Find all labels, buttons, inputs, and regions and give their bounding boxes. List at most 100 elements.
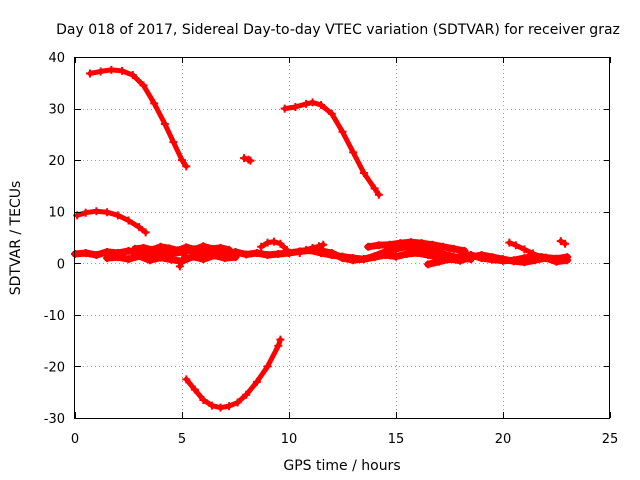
data-point [509,257,518,266]
series-line [74,208,149,235]
data-point [145,256,154,265]
data-point [317,100,326,109]
data-point [107,65,116,74]
x-tick-label: 25 [602,432,619,447]
x-axis-title: GPS time / hours [283,458,400,474]
data-point [460,246,469,255]
data-point [216,403,225,412]
data-point [402,250,411,259]
data-point [291,103,300,112]
series-bump-11h [295,240,328,257]
data-point [561,239,570,248]
data-point [276,239,285,248]
data-point [92,251,101,260]
data-point [252,248,261,257]
data-point [128,71,137,80]
data-point [531,256,540,265]
data-point [242,250,251,259]
x-tick-label: 0 [71,432,79,447]
data-point [148,245,157,254]
data-point [81,248,90,257]
data-point [385,240,394,249]
data-point [505,238,514,247]
data-point [263,238,272,247]
data-point [113,211,122,220]
data-point [190,245,199,254]
data-point [190,385,199,394]
data-point [308,243,317,252]
data-point [160,120,169,129]
data-point [424,260,433,269]
data-point [188,252,197,261]
chart-title: Day 018 of 2017, Sidereal Day-to-day VTE… [56,22,620,38]
data-point [175,262,184,271]
data-point [220,254,229,263]
data-point [359,169,368,178]
x-tick-label: 10 [281,432,298,447]
data-point [434,257,443,266]
data-point [246,156,255,165]
data-point [374,190,383,199]
y-tick-label: -10 [44,309,65,324]
data-point [308,98,317,107]
series-bump-9h [257,237,291,254]
data-point [327,248,336,257]
data-point [103,254,112,263]
data-point [216,243,225,252]
data-point [276,335,285,344]
series-tail-20h [505,238,546,262]
data-point [439,242,448,251]
data-point [199,242,208,251]
data-point [338,254,347,263]
data-point [182,162,191,171]
data-point [263,251,272,260]
data-point [257,242,266,251]
data-point [242,390,251,399]
data-point [338,127,347,136]
data-point [199,255,208,264]
x-tick-label: 20 [495,432,512,447]
data-point [396,239,405,248]
series-baseline-g [424,251,572,269]
data-point [528,249,537,258]
data-point [182,247,191,256]
data-point [199,395,208,404]
series-arc-high-early [85,65,191,171]
data-point [520,245,529,254]
data-point [406,238,415,247]
data-point [511,241,520,250]
x-tick-label: 15 [388,432,405,447]
data-point [156,242,165,251]
data-point [359,255,368,264]
data-point [274,250,283,259]
data-point [274,341,283,350]
data-point [139,243,148,252]
series-tail-22h [556,237,570,248]
data-point [428,240,437,249]
data-point [270,237,279,246]
x-tick-label: 5 [178,432,186,447]
data-series [71,65,572,412]
data-point [319,240,328,249]
data-point [552,257,561,266]
data-point [349,256,358,265]
data-point [231,253,240,262]
data-point [370,184,379,193]
data-point [173,246,182,255]
data-point [556,237,565,246]
grid [75,57,610,418]
y-tick-label: 20 [48,154,65,169]
data-point [165,244,174,253]
data-point [434,248,443,257]
data-point [282,245,291,254]
data-point [207,401,216,410]
data-point [456,256,465,265]
data-point [130,244,139,253]
data-point [477,251,486,260]
y-tick-label: -30 [44,412,65,427]
data-point [225,402,234,411]
data-point [381,247,390,256]
data-point [280,104,289,113]
data-point [392,252,400,261]
plot-frame [74,57,610,419]
